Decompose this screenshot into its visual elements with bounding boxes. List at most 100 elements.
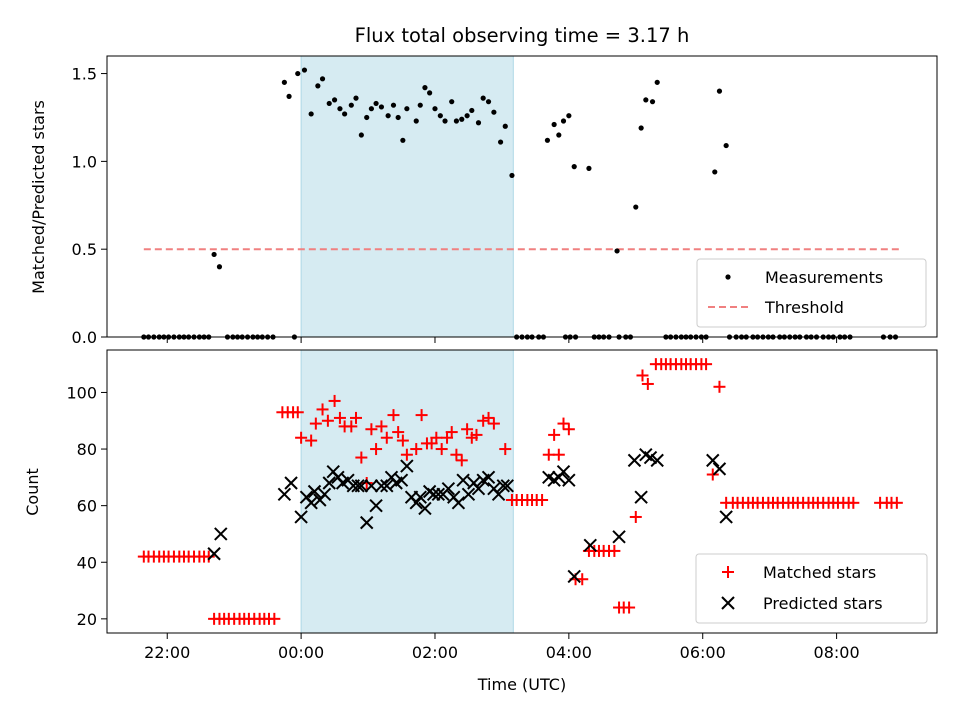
predicted-star-point [719,510,733,524]
matched-star-point [316,403,329,416]
matched-star-point [291,406,304,419]
predicted-star-point [643,450,658,465]
predicted-star-point [496,479,510,493]
top-panel: 0.0 0.5 1.0 1.5 Matched/Predicted stars Mea… [29,55,938,347]
bottom-axes-frame [106,349,938,634]
measurement-point [544,137,551,143]
matched-star-point [450,448,463,461]
predicted-star-point [322,476,336,490]
measurement-point [368,106,374,112]
measurement-point [638,125,644,131]
predicted-star-point [634,490,648,504]
measurement-point [502,123,508,129]
bottom-legend-box [695,553,928,624]
matched-star-point [435,443,448,456]
measurement-point [437,113,443,119]
top-legend-box [696,258,927,328]
predicted-star-point [712,462,727,476]
matched-star-point [430,431,443,444]
measurement-point [337,106,343,112]
measurement-point [286,93,292,99]
predicted-star-point [307,484,322,499]
measurement-point [649,99,656,105]
predicted-star-point [627,453,642,468]
predicted-star-point [650,453,664,468]
y-tick-label: 1.0 [72,152,97,171]
x-tick-label: 22:00 [144,643,190,662]
matched-star-point [445,426,458,439]
measurement-point [404,106,410,112]
measurement-point [326,100,332,107]
measurement-point [716,88,723,94]
measurement-point [633,204,639,210]
predicted-star-point [277,487,292,502]
legend-measurements-marker [725,274,731,280]
measurement-point [469,107,475,114]
x-tick-label: 06:00 [680,643,726,662]
matched-star-point [700,358,713,371]
predicted-star-point [556,464,571,479]
predicted-star-point [500,479,514,493]
top-y-axis-label: Matched/Predicted stars [29,100,48,294]
matched-star-point [392,426,405,439]
measurement-point [216,264,223,270]
legend-predicted-marker [721,596,735,610]
matched-star-point [548,428,561,441]
matched-star-point [410,443,423,456]
predicted-star-points [207,448,733,584]
bottom-legend: Matched stars Predicted stars [695,553,928,624]
predicted-star-point [364,479,379,493]
matched-star-point [380,431,393,444]
predicted-star-point [284,476,298,490]
matched-star-point [470,428,483,441]
measurement-point [390,102,397,108]
measurement-point [464,113,470,119]
predicted-star-point [400,459,414,473]
matched-star-point [482,411,495,424]
measurement-point [723,142,729,149]
measurement-point [353,95,359,101]
y-tick-label: 20 [77,610,97,629]
predicted-star-point [214,527,228,541]
measurement-point [400,137,406,143]
matched-star-point [295,431,308,444]
measurement-point [480,95,486,101]
matched-star-point [487,417,500,430]
measurement-point [551,121,557,128]
predicted-star-point [441,481,456,496]
bottom-x-ticks: 22:00 00:00 02:00 04:00 06:00 08:00 [144,633,860,662]
measurement-point [211,251,217,258]
top-y-ticks: 0.0 0.5 1.0 1.5 [72,65,107,347]
measurement-point [497,139,504,145]
matched-star-point [345,420,358,433]
measurement-point [556,132,562,138]
measurement-point [654,79,660,85]
predicted-star-point [451,496,466,510]
matched-star-point [890,496,903,509]
y-tick-label: 40 [77,553,97,572]
measurement-point [485,99,492,105]
matched-star-point [608,544,621,557]
y-tick-label: 80 [77,440,97,459]
matched-star-point [387,409,400,422]
measurement-point [417,102,423,108]
legend-matched-label: Matched stars [763,563,876,582]
predicted-star-point [354,479,369,493]
measurement-point [453,118,460,124]
measurement-point [614,248,620,254]
measurement-point [373,100,379,107]
measurement-point [348,102,354,108]
measurement-point [378,104,385,110]
measurement-point [712,169,718,175]
measurement-point [459,116,465,122]
measurement-point [319,76,326,82]
measurement-point [560,118,567,124]
matched-star-point [536,493,549,506]
matched-star-point [562,423,575,436]
matched-star-point [396,434,409,447]
predicted-star-point [409,496,423,510]
matched-star-point [542,448,555,461]
predicted-star-point [413,490,427,504]
predicted-star-point [583,538,597,552]
